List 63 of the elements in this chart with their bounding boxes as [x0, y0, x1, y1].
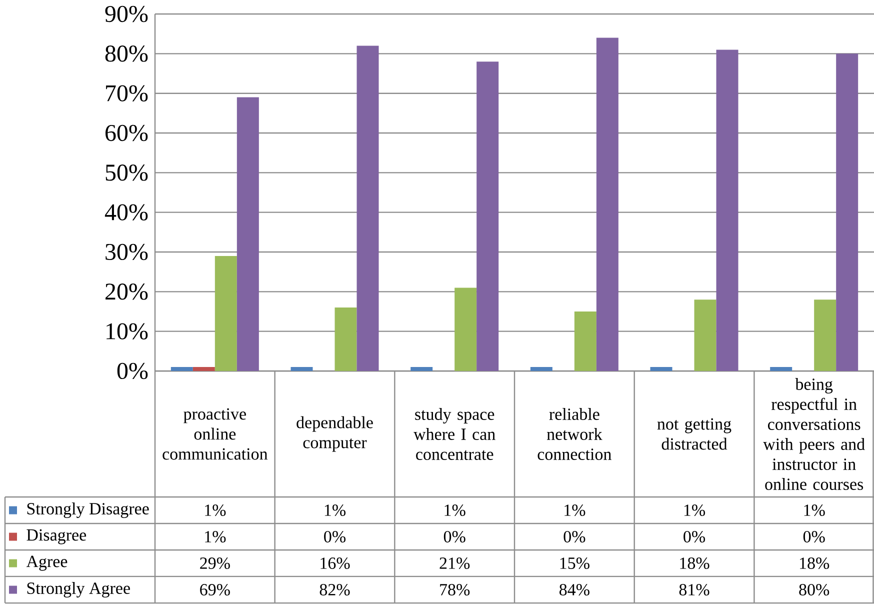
data-label: 1%: [564, 504, 586, 516]
data-label: 15%: [560, 557, 590, 570]
bar: [596, 38, 618, 371]
bar: [574, 312, 596, 371]
y-tick-label: 60%: [106, 124, 148, 142]
bar: [716, 50, 738, 371]
data-label: 16%: [320, 557, 350, 570]
data-label: 82%: [320, 584, 350, 596]
legend-label: Agree: [26, 556, 68, 571]
data-label: 0%: [564, 530, 586, 543]
x-tick-label: not getting distracted: [657, 418, 732, 450]
bar: [214, 256, 237, 371]
y-tick-label: 20%: [106, 284, 148, 300]
bar: [334, 308, 357, 371]
data-label: 81%: [679, 584, 710, 596]
legend-label: Strongly Agree: [27, 582, 130, 598]
y-tick-label: 40%: [104, 204, 148, 220]
y-tick-label: 50%: [106, 164, 148, 181]
bar: [814, 300, 836, 371]
bar: [454, 288, 477, 371]
data-label: 18%: [680, 557, 710, 570]
data-label: 1%: [205, 504, 226, 516]
bar: [694, 300, 716, 371]
x-tick-label: proactive online communication: [162, 408, 268, 460]
x-tick-label: dependable computer: [296, 416, 373, 452]
data-label: 78%: [440, 584, 470, 596]
bar: [410, 367, 433, 371]
bar: [170, 367, 193, 371]
y-tick-label: 10%: [106, 323, 148, 340]
y-tick-label: 90%: [105, 6, 148, 22]
x-tick-label: reliable network connection: [538, 408, 612, 460]
y-tick-label: 80%: [105, 46, 148, 62]
x-tick-label: being respectful in conversations with peers and instructor in online courses: [763, 378, 865, 490]
legend-label: Disagree: [26, 529, 86, 544]
bar: [356, 46, 379, 371]
data-label: 0%: [684, 530, 706, 543]
bar: [770, 367, 792, 371]
data-label: 0%: [324, 530, 346, 543]
data-label: 69%: [200, 584, 230, 596]
bar: [836, 54, 858, 371]
legend-label: Strongly Disagree: [27, 502, 149, 518]
y-tick-label: 70%: [106, 85, 148, 102]
data-label: 84%: [559, 584, 590, 596]
bar: [192, 367, 215, 371]
y-tick-label: 0%: [117, 362, 148, 380]
y-tick-label: 30%: [106, 244, 148, 260]
bar: [476, 62, 499, 371]
bar: [236, 97, 259, 371]
data-label: 1%: [684, 504, 706, 516]
data-label: 29%: [200, 557, 230, 570]
bar: [290, 367, 313, 371]
bar: [530, 367, 552, 371]
data-label: 1%: [444, 504, 466, 516]
data-label: 1%: [205, 530, 226, 543]
data-label: 0%: [803, 530, 825, 543]
data-label: 21%: [440, 557, 470, 570]
data-label: 80%: [799, 584, 830, 596]
data-label: 0%: [444, 530, 466, 543]
bar: [650, 367, 672, 371]
data-label: 1%: [804, 504, 825, 516]
data-label: 18%: [800, 557, 830, 570]
x-tick-label: study space where I can concentrate: [414, 408, 496, 460]
data-label: 1%: [324, 504, 346, 516]
